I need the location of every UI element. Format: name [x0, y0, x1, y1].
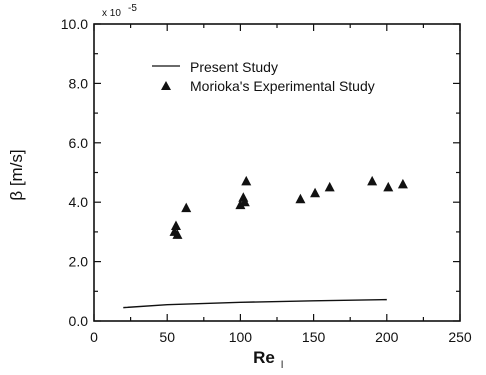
present-study-line — [123, 298, 387, 309]
x-tick-label: 0 — [90, 329, 98, 345]
morioka-data-point — [239, 196, 250, 207]
morioka-data-point — [235, 199, 246, 210]
morioka-data-point — [172, 229, 183, 239]
x-axis-label: Re — [253, 348, 275, 367]
series-morioka — [169, 175, 408, 239]
y-tick-label: 10.0 — [61, 16, 88, 32]
morioka-data-point — [170, 220, 181, 230]
legend-label-morioka: Morioka's Experimental Study — [190, 78, 375, 94]
legend: Present Study Morioka's Experimental Stu… — [152, 59, 375, 94]
y-tick-label: 8.0 — [69, 75, 89, 91]
y-tick-label: 6.0 — [69, 135, 89, 151]
morioka-data-point — [181, 202, 192, 213]
morioka-data-point — [383, 181, 394, 192]
legend-label-present-study: Present Study — [190, 59, 278, 75]
y-axis-label: β [m/s] — [7, 149, 26, 200]
x-tick-label: 50 — [159, 329, 175, 345]
y-multiplier: x 10 — [102, 8, 121, 19]
morioka-data-point — [241, 175, 252, 186]
morioka-data-point — [295, 193, 306, 204]
y-tick-label: 4.0 — [69, 194, 89, 210]
morioka-data-point — [310, 187, 321, 198]
y-tick-label: 0.0 — [69, 313, 89, 329]
x-axis-label-subscript: l — [281, 360, 283, 371]
morioka-data-point — [397, 178, 408, 189]
y-tick-label: 2.0 — [69, 254, 89, 270]
y-multiplier-exponent: -5 — [128, 3, 137, 14]
x-tick-label: 150 — [302, 329, 326, 345]
tick-labels: 0 50 100 150 200 250 0.0 2.0 4.0 6.0 8.0 10.0 — [61, 16, 472, 345]
axis-ticks — [93, 23, 461, 322]
x-tick-label: 250 — [448, 329, 472, 345]
legend-triangle-swatch — [161, 81, 171, 90]
x-tick-label: 200 — [375, 329, 399, 345]
morioka-data-point — [324, 181, 335, 192]
series-present-study — [123, 298, 387, 309]
morioka-data-point — [367, 175, 378, 186]
x-tick-label: 100 — [229, 329, 253, 345]
